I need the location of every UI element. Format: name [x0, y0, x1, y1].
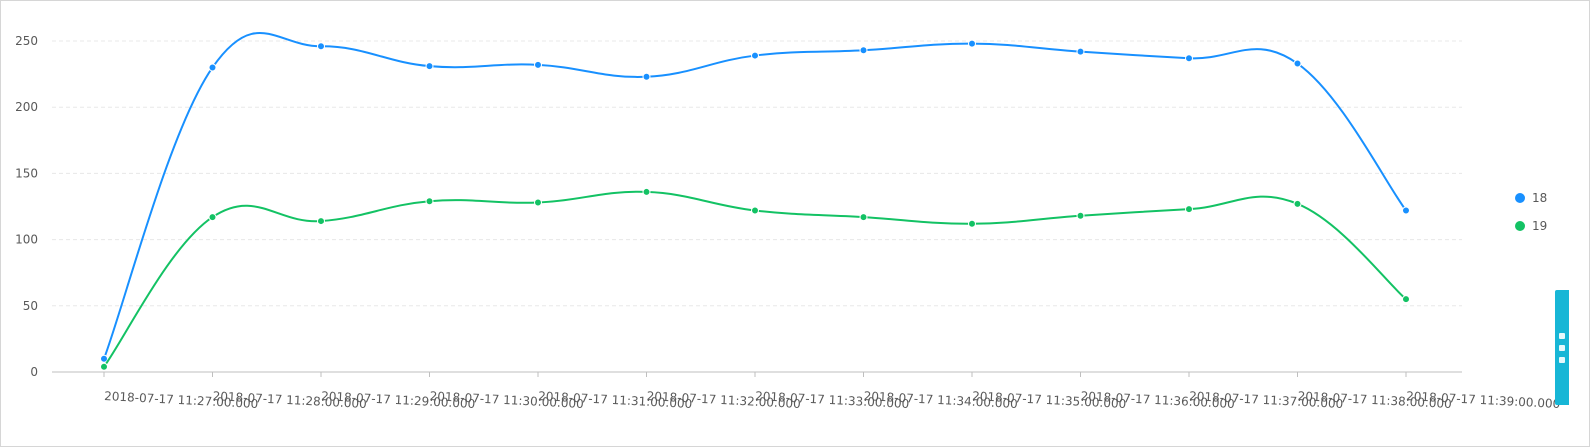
y-tick-label: 50 — [23, 299, 38, 313]
data-point[interactable] — [425, 197, 434, 206]
data-point[interactable] — [1293, 59, 1302, 68]
data-point[interactable] — [968, 39, 976, 48]
feedback-glyph — [1559, 344, 1565, 351]
data-point[interactable] — [208, 213, 217, 222]
data-point[interactable] — [317, 217, 325, 226]
y-tick-label: 100 — [15, 233, 38, 247]
data-point[interactable] — [425, 62, 434, 71]
feedback-tab[interactable] — [1555, 290, 1569, 405]
data-point[interactable] — [751, 51, 759, 60]
data-point[interactable] — [642, 187, 651, 196]
data-point[interactable] — [100, 354, 108, 363]
data-point[interactable] — [1402, 295, 1410, 304]
y-axis: 0 50 100 150 200 250 — [15, 34, 38, 379]
y-tick-label: 250 — [15, 34, 38, 48]
data-point[interactable] — [534, 198, 542, 207]
legend-item-18[interactable]: 18 — [1515, 191, 1547, 205]
legend-marker — [1515, 193, 1525, 203]
feedback-icon — [1559, 332, 1565, 339]
series-18 — [100, 32, 1410, 363]
data-point[interactable] — [1076, 211, 1085, 220]
feedback-glyph — [1559, 356, 1565, 363]
data-point[interactable] — [1076, 47, 1085, 56]
legend-item-19[interactable]: 19 — [1515, 219, 1547, 233]
data-point[interactable] — [534, 60, 542, 69]
grid-lines — [52, 40, 1462, 307]
data-point[interactable] — [751, 206, 759, 215]
data-point[interactable] — [1185, 54, 1193, 63]
data-point[interactable] — [317, 42, 325, 51]
y-tick-label: 0 — [30, 365, 38, 379]
data-point[interactable] — [859, 46, 868, 55]
data-point[interactable] — [1402, 206, 1410, 215]
data-point[interactable] — [100, 362, 108, 371]
legend-label: 19 — [1532, 219, 1547, 233]
data-point[interactable] — [859, 213, 868, 222]
data-point[interactable] — [1185, 205, 1193, 214]
data-point[interactable] — [968, 219, 976, 228]
series-19 — [100, 187, 1410, 371]
data-point[interactable] — [642, 72, 651, 81]
legend-marker — [1515, 221, 1525, 231]
series-line — [103, 190, 1407, 368]
y-tick-label: 200 — [15, 100, 38, 114]
legend-label: 18 — [1532, 191, 1547, 205]
series-group — [100, 32, 1410, 371]
y-tick-label: 150 — [15, 166, 38, 180]
data-point[interactable] — [208, 63, 217, 72]
series-line — [103, 32, 1407, 360]
data-point[interactable] — [1293, 199, 1302, 208]
